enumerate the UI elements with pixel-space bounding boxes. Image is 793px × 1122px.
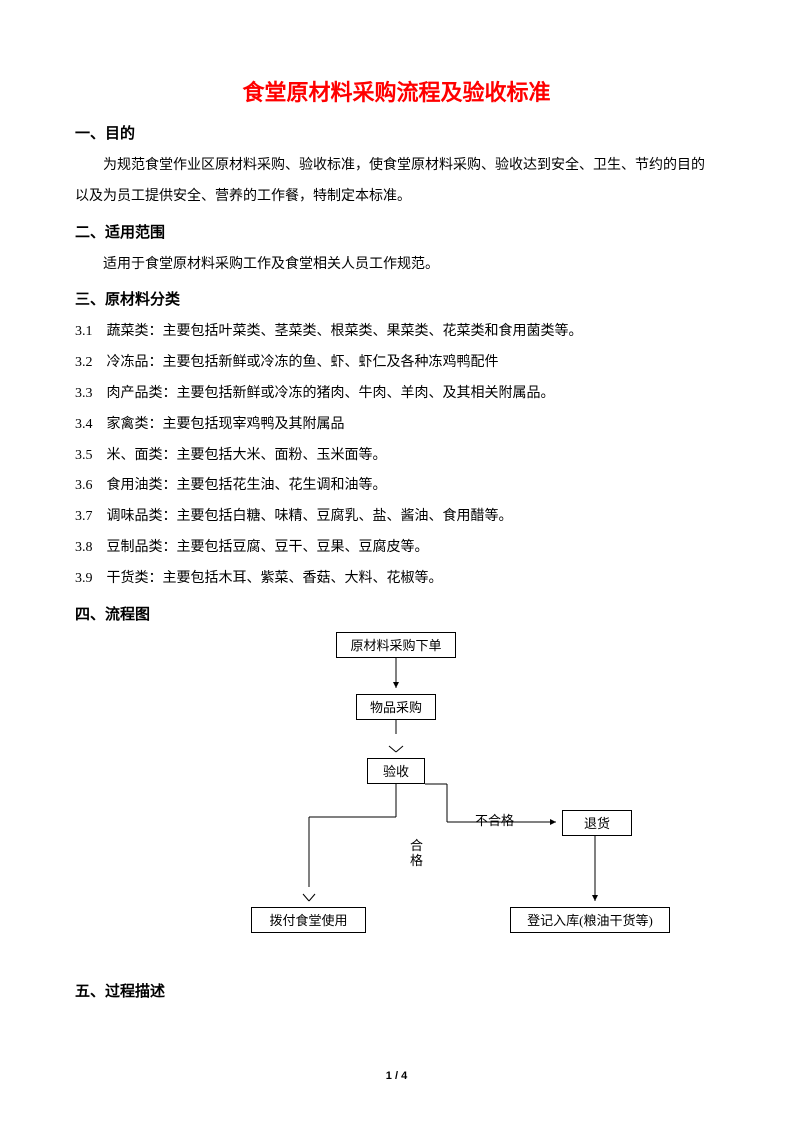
section-3-heading: 三、原材料分类 [75,288,718,309]
list-item: 3.4 家禽类：主要包括现宰鸡鸭及其附属品 [75,410,718,441]
section-5: 五、过程描述 [75,980,718,1001]
list-item-text: 冷冻品：主要包括新鲜或冷冻的鱼、虾、虾仁及各种冻鸡鸭配件 [103,355,499,370]
flow-node-n6: 登记入库(粮油干货等) [510,907,670,933]
section-2-body: 适用于食堂原材料采购工作及食堂相关人员工作规范。 [75,250,718,281]
flow-node-n3: 验收 [367,758,425,784]
list-item-num: 3.8 [75,533,103,564]
list-item: 3.8 豆制品类：主要包括豆腐、豆干、豆果、豆腐皮等。 [75,533,718,564]
section-5-heading: 五、过程描述 [75,980,718,1001]
flow-node-n2: 物品采购 [356,694,436,720]
list-item: 3.7 调味品类：主要包括白糖、味精、豆腐乳、盐、酱油、食用醋等。 [75,502,718,533]
list-item-num: 3.2 [75,348,103,379]
section-1-body: 为规范食堂作业区原材料采购、验收标准，使食堂原材料采购、验收达到安全、卫生、节约… [75,151,718,213]
flow-node-n4: 退货 [562,810,632,836]
list-item: 3.2 冷冻品：主要包括新鲜或冷冻的鱼、虾、虾仁及各种冻鸡鸭配件 [75,348,718,379]
list-item: 3.5 米、面类：主要包括大米、面粉、玉米面等。 [75,441,718,472]
section-2: 二、适用范围 适用于食堂原材料采购工作及食堂相关人员工作规范。 [75,221,718,281]
section-1: 一、目的 为规范食堂作业区原材料采购、验收标准，使食堂原材料采购、验收达到安全、… [75,122,718,213]
flow-node-n1: 原材料采购下单 [336,632,456,658]
list-item-num: 3.7 [75,502,103,533]
section-2-heading: 二、适用范围 [75,221,718,242]
section-4: 四、流程图 原材料采购下单物品采购验收退货拨付食堂使用 登记入库(粮油干货等) 不… [75,603,718,972]
section-3-list: 3.1 蔬菜类：主要包括叶菜类、茎菜类、根菜类、果菜类、花菜类和食用菌类等。3.… [75,317,718,594]
list-item: 3.9 干货类：主要包括木耳、紫菜、香菇、大料、花椒等。 [75,564,718,595]
list-item-text: 家禽类：主要包括现宰鸡鸭及其附属品 [103,417,345,432]
list-item-num: 3.5 [75,441,103,472]
list-item-text: 食用油类：主要包括花生油、花生调和油等。 [103,478,387,493]
list-item-num: 3.3 [75,379,103,410]
list-item-num: 3.6 [75,471,103,502]
list-item-text: 米、面类：主要包括大米、面粉、玉米面等。 [103,448,387,463]
flow-label-l2: 合格 [410,838,424,869]
flow-label-l1: 不合格 [475,810,514,829]
list-item-text: 调味品类：主要包括白糖、味精、豆腐乳、盐、酱油、食用醋等。 [103,509,513,524]
list-item: 3.6 食用油类：主要包括花生油、花生调和油等。 [75,471,718,502]
list-item-text: 干货类：主要包括木耳、紫菜、香菇、大料、花椒等。 [103,571,443,586]
list-item: 3.1 蔬菜类：主要包括叶菜类、茎菜类、根菜类、果菜类、花菜类和食用菌类等。 [75,317,718,348]
flow-node-n5: 拨付食堂使用 [251,907,366,933]
section-1-heading: 一、目的 [75,122,718,143]
section-3: 三、原材料分类 3.1 蔬菜类：主要包括叶菜类、茎菜类、根菜类、果菜类、花菜类和… [75,288,718,594]
list-item-text: 肉产品类：主要包括新鲜或冷冻的猪肉、牛肉、羊肉、及其相关附属品。 [103,386,555,401]
page-number: 1 / 4 [0,1070,793,1082]
list-item-text: 蔬菜类：主要包括叶菜类、茎菜类、根菜类、果菜类、花菜类和食用菌类等。 [103,324,583,339]
page-title: 食堂原材料采购流程及验收标准 [75,75,718,107]
list-item: 3.3 肉产品类：主要包括新鲜或冷冻的猪肉、牛肉、羊肉、及其相关附属品。 [75,379,718,410]
list-item-text: 豆制品类：主要包括豆腐、豆干、豆果、豆腐皮等。 [103,540,429,555]
list-item-num: 3.4 [75,410,103,441]
flowchart: 原材料采购下单物品采购验收退货拨付食堂使用 登记入库(粮油干货等) 不合格合格 [75,632,715,972]
list-item-num: 3.1 [75,317,103,348]
section-4-heading: 四、流程图 [75,603,718,624]
list-item-num: 3.9 [75,564,103,595]
